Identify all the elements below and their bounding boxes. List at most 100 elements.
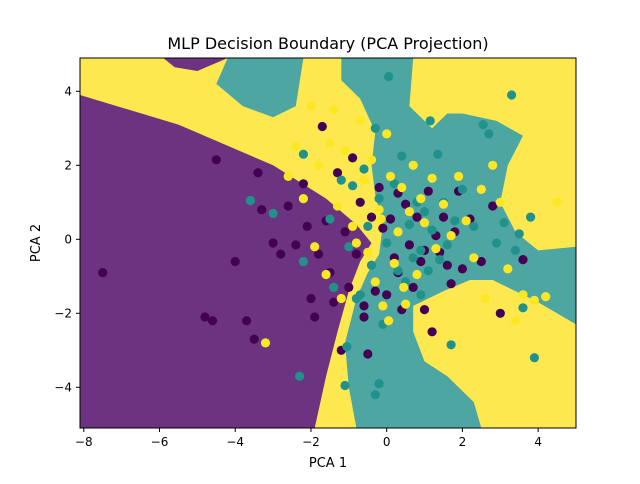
point-class-2 xyxy=(412,269,422,280)
point-class-1 xyxy=(442,240,452,250)
point-class-2 xyxy=(382,129,392,139)
point-class-2 xyxy=(454,171,464,181)
point-class-1 xyxy=(518,303,528,313)
decision-regions xyxy=(80,58,576,428)
point-class-2 xyxy=(298,194,308,204)
region-class-0-2 xyxy=(163,58,228,71)
point-class-0 xyxy=(207,316,218,326)
y-axis-ticks: −4 −2 0 2 4 xyxy=(54,84,80,394)
point-class-2 xyxy=(385,171,396,181)
point-class-0 xyxy=(401,199,411,209)
point-class-2 xyxy=(359,175,369,185)
point-class-1 xyxy=(491,238,502,248)
point-class-2 xyxy=(366,155,377,165)
point-class-0 xyxy=(419,305,430,315)
point-class-2 xyxy=(384,316,394,326)
point-class-1 xyxy=(363,221,373,231)
point-class-1 xyxy=(450,216,460,226)
point-class-0 xyxy=(329,297,339,307)
point-class-2 xyxy=(329,105,339,115)
point-class-2 xyxy=(376,214,386,224)
point-class-1 xyxy=(298,256,308,267)
point-class-2 xyxy=(325,138,335,148)
x-tick-label: 4 xyxy=(534,435,542,449)
point-class-0 xyxy=(253,168,263,178)
point-class-2 xyxy=(363,247,373,257)
point-class-1 xyxy=(425,116,435,126)
point-class-1 xyxy=(526,212,536,222)
point-class-2 xyxy=(404,207,414,217)
point-class-2 xyxy=(476,184,486,194)
x-axis-label: PCA 1 xyxy=(309,456,347,471)
point-class-0 xyxy=(291,240,301,250)
point-class-2 xyxy=(503,264,513,274)
point-class-0 xyxy=(366,212,377,222)
point-class-1 xyxy=(329,282,339,292)
y-tick-label: −2 xyxy=(54,306,72,320)
y-tick-label: 2 xyxy=(64,158,72,172)
point-class-1 xyxy=(344,242,354,252)
point-class-1 xyxy=(478,120,488,130)
point-class-0 xyxy=(283,201,293,211)
point-class-0 xyxy=(351,249,361,259)
point-class-0 xyxy=(200,312,210,322)
point-class-2 xyxy=(374,205,384,215)
point-class-0 xyxy=(268,238,278,248)
point-class-1 xyxy=(404,219,414,230)
point-class-0 xyxy=(340,227,350,237)
point-class-1 xyxy=(366,260,377,270)
point-class-1 xyxy=(342,342,352,352)
scatter-points xyxy=(98,71,562,400)
point-class-0 xyxy=(230,256,240,267)
x-axis-ticks: −8 −6 −4 −2 0 2 4 xyxy=(75,428,542,449)
point-class-2 xyxy=(427,173,437,183)
point-class-1 xyxy=(245,195,255,206)
point-class-1 xyxy=(370,390,380,400)
point-class-2 xyxy=(431,244,441,254)
point-class-1 xyxy=(433,149,443,159)
point-class-2 xyxy=(541,292,551,302)
x-tick-label: −4 xyxy=(226,435,244,449)
point-class-1 xyxy=(457,184,467,194)
plot-frame xyxy=(79,57,577,429)
point-class-2 xyxy=(419,218,430,228)
point-class-0 xyxy=(518,255,528,265)
point-class-0 xyxy=(310,312,320,322)
point-class-1 xyxy=(507,90,517,100)
point-class-0 xyxy=(374,182,384,193)
point-class-2 xyxy=(446,231,456,241)
point-class-2 xyxy=(438,199,449,209)
point-class-2 xyxy=(480,293,490,304)
region-class-0-0 xyxy=(80,95,372,428)
point-class-2 xyxy=(461,216,471,226)
point-class-0 xyxy=(457,264,467,274)
chart-title: MLP Decision Boundary (PCA Projection) xyxy=(167,34,488,53)
x-tick-label: −8 xyxy=(75,435,93,449)
point-class-1 xyxy=(389,179,399,189)
point-class-0 xyxy=(98,268,108,278)
point-class-2 xyxy=(291,142,301,152)
point-class-2 xyxy=(348,221,358,231)
point-class-1 xyxy=(416,290,426,300)
point-class-2 xyxy=(389,258,399,268)
point-class-0 xyxy=(423,186,433,196)
point-class-2 xyxy=(510,316,520,326)
point-class-1 xyxy=(355,290,365,300)
point-class-2 xyxy=(340,145,350,156)
region-class-1-4 xyxy=(341,58,576,428)
point-class-0 xyxy=(446,279,456,289)
point-class-1 xyxy=(348,181,358,191)
point-class-2 xyxy=(552,197,562,207)
x-tick-label: 0 xyxy=(383,435,391,449)
point-class-0 xyxy=(370,286,380,296)
point-class-2 xyxy=(469,253,479,263)
point-class-1 xyxy=(295,371,305,381)
point-class-2 xyxy=(260,338,271,348)
point-class-0 xyxy=(344,282,354,292)
point-class-0 xyxy=(298,179,308,189)
point-class-0 xyxy=(382,290,392,300)
point-class-2 xyxy=(310,242,320,252)
point-class-0 xyxy=(438,212,449,222)
